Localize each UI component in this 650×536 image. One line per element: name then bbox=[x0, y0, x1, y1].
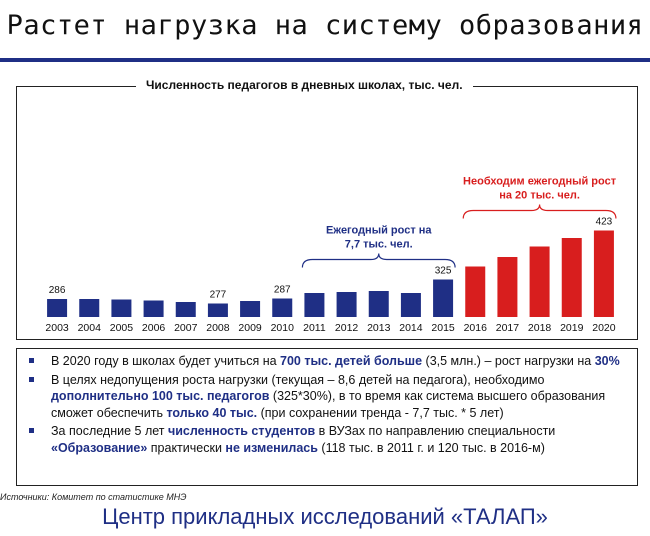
bullet-text: За последние 5 лет bbox=[51, 424, 168, 438]
x-tick-label: 2010 bbox=[271, 322, 295, 334]
data-label: 287 bbox=[274, 285, 291, 296]
bullet-square-icon bbox=[29, 376, 34, 382]
bullet-text: В целях недопущения роста нагрузки (теку… bbox=[51, 372, 545, 387]
annotation-text: на 20 тыс. чел. bbox=[499, 190, 580, 202]
bullet-list: В 2020 году в школах будет учиться на 70… bbox=[16, 348, 638, 486]
x-tick-label: 2018 bbox=[528, 322, 552, 334]
x-tick-label: 2005 bbox=[110, 322, 134, 334]
slide-title: Растет нагрузка на систему образования bbox=[6, 10, 644, 41]
annotation-bracket bbox=[301, 253, 456, 268]
x-tick-label: 2012 bbox=[335, 322, 359, 334]
x-tick-label: 2008 bbox=[206, 322, 230, 334]
data-label: 423 bbox=[596, 217, 613, 228]
bar-2015 bbox=[433, 279, 454, 317]
highlight-text: 30% bbox=[594, 354, 620, 368]
x-tick-label: 2019 bbox=[560, 322, 584, 334]
x-tick-label: 2013 bbox=[367, 322, 391, 334]
x-tick-label: 2003 bbox=[45, 322, 69, 334]
chart-title: Численность педагогов в дневных школах, … bbox=[136, 78, 473, 92]
highlight-text: не изменилась bbox=[225, 440, 318, 455]
bullet-text: в ВУЗах по направлению специальности bbox=[315, 424, 556, 438]
bar-2013 bbox=[368, 291, 389, 317]
annotation-text: 7,7 тыс. чел. bbox=[345, 239, 413, 251]
x-tick-label: 2006 bbox=[142, 322, 166, 334]
bar-2014 bbox=[400, 293, 421, 317]
x-tick-label: 2007 bbox=[174, 322, 198, 334]
bullet-square-icon bbox=[29, 358, 34, 363]
annotation-bracket bbox=[462, 204, 617, 219]
data-label: 277 bbox=[210, 290, 227, 301]
annotation-text: Ежегодный рост на bbox=[326, 225, 432, 237]
bullet-item: В 2020 году в школах будет учиться на 70… bbox=[27, 353, 629, 370]
bar-2003 bbox=[47, 299, 68, 317]
x-tick-label: 2016 bbox=[464, 322, 488, 334]
bar-2010 bbox=[272, 298, 293, 317]
highlight-text: 700 тыс. детей больше bbox=[280, 354, 423, 368]
bar-2016 bbox=[465, 266, 486, 317]
bullet-text: практически bbox=[147, 440, 226, 455]
bullet-item: За последние 5 лет численность студентов… bbox=[27, 423, 629, 456]
source-note: Источники: Комитет по статистике МНЭ bbox=[0, 492, 187, 502]
x-tick-label: 2009 bbox=[238, 322, 262, 334]
bar-2011 bbox=[304, 293, 325, 317]
x-tick-label: 2017 bbox=[496, 322, 520, 334]
bar-2020 bbox=[593, 230, 614, 317]
bar-2018 bbox=[529, 246, 550, 317]
highlight-text: дополнительно 100 тыс. педагогов bbox=[51, 389, 270, 403]
x-tick-label: 2020 bbox=[592, 322, 616, 334]
bar-2007 bbox=[175, 302, 196, 317]
highlight-text: «Образование» bbox=[51, 440, 148, 455]
bar-2005 bbox=[111, 299, 132, 317]
highlight-text: численность студентов bbox=[167, 424, 316, 438]
x-tick-label: 2004 bbox=[78, 322, 102, 334]
bullet-item: В целях недопущения роста нагрузки (теку… bbox=[27, 372, 629, 422]
bar-2006 bbox=[143, 300, 164, 317]
bar-2019 bbox=[561, 238, 582, 317]
bullet-text: (при сохранении тренда - 7,7 тыс. * 5 ле… bbox=[257, 405, 504, 420]
bullet-text: (118 тыс. в 2011 г. и 120 тыс. в 2016-м) bbox=[317, 440, 545, 455]
title-divider bbox=[0, 58, 650, 62]
bar-chart: 2003 2004 2005 2006 2007 2008 2009 2010 2011 2012… bbox=[45, 176, 617, 335]
bullet-text: (325*30%), в то время как система высшег… bbox=[51, 389, 606, 420]
bullet-text: (3,5 млн.) – рост нагрузки на bbox=[422, 354, 595, 368]
data-label: 286 bbox=[49, 285, 66, 296]
bar-2004 bbox=[79, 299, 100, 317]
bar-2008 bbox=[207, 303, 228, 317]
bullet-text: В 2020 году в школах будет учиться на bbox=[51, 354, 281, 368]
annotation-text: Необходим ежегодный рост bbox=[463, 176, 617, 188]
data-label: 325 bbox=[435, 266, 452, 277]
bar-2017 bbox=[497, 257, 518, 317]
x-tick-label: 2014 bbox=[399, 322, 423, 334]
bar-2009 bbox=[240, 301, 261, 317]
x-tick-label: 2011 bbox=[303, 322, 326, 334]
bar-2012 bbox=[336, 292, 357, 317]
x-tick-label: 2015 bbox=[431, 322, 455, 334]
footer-organization: Центр прикладных исследований «ТАЛАП» bbox=[102, 504, 548, 529]
bullet-square-icon bbox=[29, 428, 34, 433]
highlight-text: только 40 тыс. bbox=[166, 405, 258, 420]
